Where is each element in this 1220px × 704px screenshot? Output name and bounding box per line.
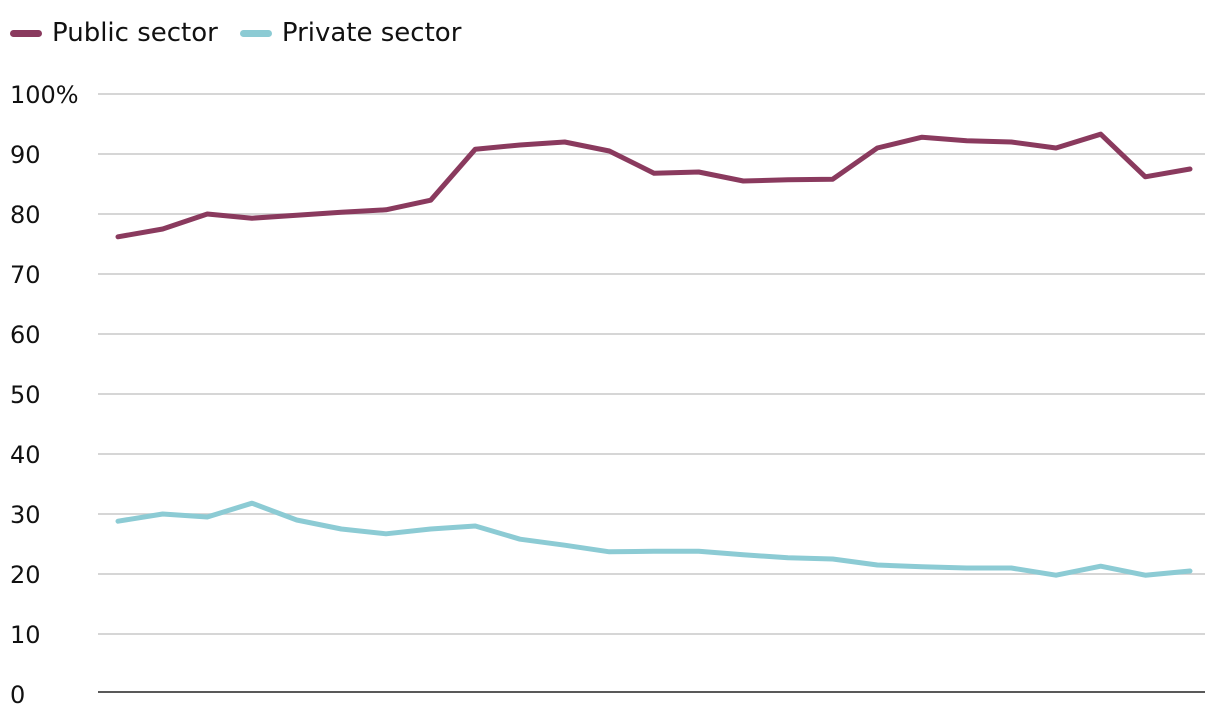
legend: Public sector Private sector (10, 18, 483, 48)
y-tick-label: 10 (10, 621, 41, 649)
y-tick-label: 80 (10, 201, 41, 229)
y-tick-label: 90 (10, 141, 41, 169)
series-line-public (115, 131, 1193, 240)
y-tick-label: 20 (10, 561, 41, 589)
legend-swatch (10, 29, 42, 37)
y-tick-label: 30 (10, 501, 41, 529)
series-line-private (115, 500, 1193, 578)
y-tick-label: 100% (10, 81, 79, 109)
legend-swatch (239, 29, 272, 37)
y-tick-label: 40 (10, 441, 41, 469)
legend-label: Public sector (52, 18, 218, 48)
legend-item-private: Private sector (239, 18, 462, 48)
legend-label: Private sector (281, 18, 462, 48)
legend-item-public: Public sector (10, 18, 218, 48)
y-tick-label: 60 (10, 321, 41, 349)
y-tick-label: 70 (10, 261, 41, 289)
y-tick-label: 0 (10, 681, 25, 704)
y-tick-label: 50 (10, 381, 41, 409)
